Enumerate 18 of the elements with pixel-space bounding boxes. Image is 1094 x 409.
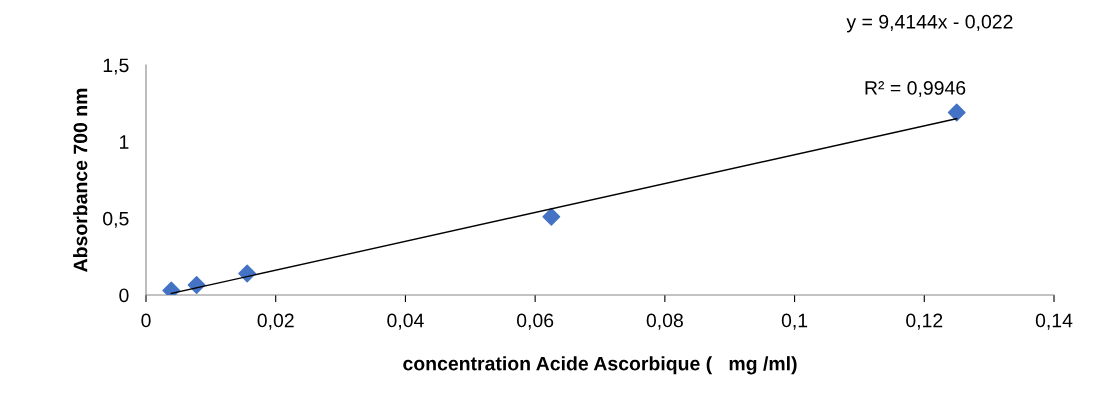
y-tick-label: 1 bbox=[120, 135, 129, 149]
x-tick-label: 0,02 bbox=[257, 313, 294, 330]
x-tick-label: 0 bbox=[141, 313, 151, 328]
x-tick-label: 0,14 bbox=[1035, 313, 1073, 330]
y-axis-title: Absorbance 700 nm bbox=[73, 88, 88, 272]
x-tick-label: 0,08 bbox=[646, 313, 683, 330]
x-tick-label: 0,06 bbox=[516, 313, 554, 330]
annotation: R² = 0,9946 bbox=[865, 81, 966, 98]
y-tick-label: 0 bbox=[119, 288, 129, 303]
x-tick-label: 0,12 bbox=[906, 313, 943, 330]
x-tick-label: 0,1 bbox=[781, 313, 808, 330]
x-tick-label: 0,04 bbox=[387, 313, 424, 330]
y-tick-label: 1,5 bbox=[103, 58, 129, 75]
y-tick-label: 0,5 bbox=[103, 211, 129, 228]
point bbox=[542, 207, 561, 226]
text: y = 9,4144x - 0,022 bbox=[846, 14, 1013, 33]
point bbox=[947, 103, 966, 122]
x-axis-title: concentration Acide Ascorbique ( mg /ml) bbox=[403, 356, 797, 375]
